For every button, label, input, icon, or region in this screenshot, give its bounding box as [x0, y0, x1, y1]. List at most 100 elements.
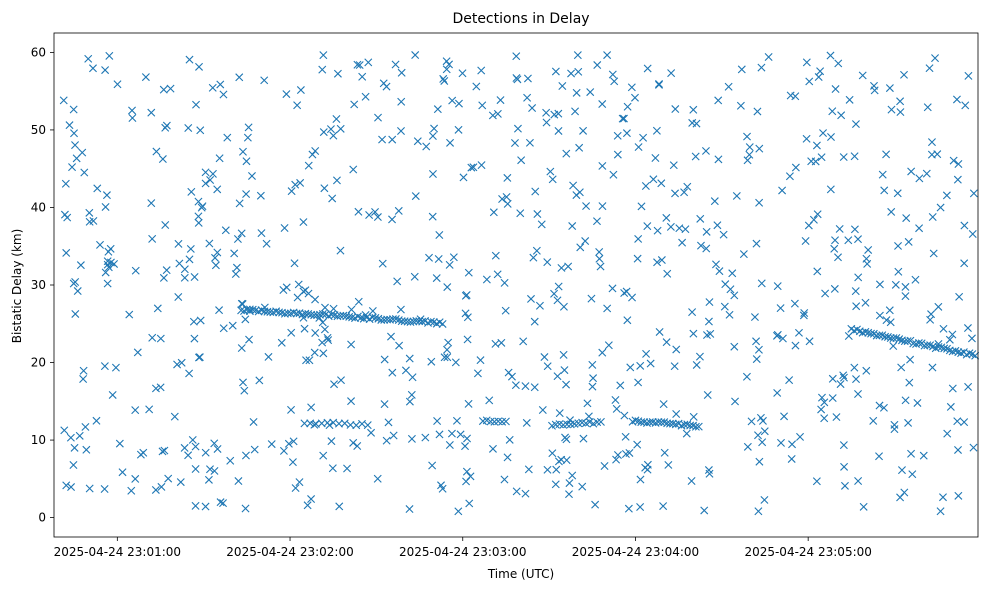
detection-point — [904, 237, 913, 246]
detection-point — [326, 125, 335, 134]
detection-point — [967, 334, 976, 343]
detection-point — [311, 329, 320, 337]
detection-point — [596, 262, 605, 271]
detection-point — [830, 284, 839, 293]
detection-point — [653, 226, 662, 235]
detection-point — [915, 224, 924, 233]
detection-point — [102, 191, 111, 200]
detection-point — [113, 80, 122, 89]
detection-point — [395, 341, 404, 350]
detection-point — [926, 315, 935, 324]
detection-point — [131, 474, 140, 483]
detection-point — [752, 239, 761, 248]
detection-point — [405, 397, 414, 406]
detection-point — [347, 305, 356, 314]
detection-point — [948, 384, 957, 393]
detection-point — [394, 206, 403, 215]
detection-point — [791, 92, 800, 101]
detection-point — [115, 439, 124, 448]
detection-point — [503, 199, 512, 208]
detection-point — [408, 373, 417, 382]
detection-point — [559, 302, 568, 311]
detection-point — [79, 375, 88, 383]
detection-point — [758, 438, 767, 447]
detection-point — [814, 73, 823, 82]
detection-point — [184, 124, 193, 132]
detection-point — [732, 191, 741, 200]
detection-point — [582, 202, 591, 211]
detection-point — [513, 75, 522, 84]
detection-point — [241, 451, 250, 460]
detection-point — [662, 213, 671, 222]
detection-point — [968, 230, 977, 238]
detection-point — [454, 507, 463, 516]
detection-point — [579, 434, 588, 443]
detection-point — [671, 105, 680, 114]
detection-point — [922, 169, 931, 178]
detection-point — [364, 58, 373, 67]
detection-point — [559, 350, 568, 359]
detection-point — [730, 342, 739, 351]
detection-point — [551, 67, 560, 76]
detection-point — [700, 506, 709, 515]
detection-point — [646, 359, 655, 368]
detection-point — [608, 284, 617, 293]
detection-point — [380, 315, 389, 324]
detection-point — [567, 69, 576, 78]
detection-point — [280, 224, 289, 233]
detection-point — [636, 503, 645, 512]
detection-point — [205, 465, 214, 474]
detection-point — [704, 317, 713, 326]
detection-point — [527, 294, 535, 303]
detection-point — [380, 400, 389, 409]
detection-point — [407, 390, 416, 399]
detection-point — [368, 306, 377, 315]
detection-point — [845, 95, 854, 104]
detection-point — [443, 283, 452, 292]
detection-point — [401, 366, 410, 375]
detection-point — [752, 337, 761, 346]
detection-point — [805, 337, 814, 346]
detection-point — [373, 213, 382, 222]
detection-point — [913, 398, 922, 407]
detection-point — [565, 490, 573, 499]
detection-point — [85, 217, 94, 226]
detection-point — [465, 499, 474, 508]
detection-point — [535, 301, 544, 310]
detection-point — [633, 254, 642, 263]
detection-point — [320, 184, 329, 193]
x-tick-label: 2025-04-24 23:03:00 — [399, 545, 526, 559]
detection-point — [80, 168, 89, 177]
detection-point — [711, 260, 720, 269]
detection-point — [194, 212, 203, 221]
detection-point — [619, 114, 628, 123]
detection-point — [550, 289, 559, 298]
detection-point — [598, 161, 607, 170]
detection-point — [557, 263, 566, 272]
detection-point — [828, 107, 837, 116]
detection-point — [242, 305, 251, 314]
detection-point — [185, 55, 194, 64]
detection-point — [519, 337, 528, 346]
detection-point — [388, 368, 397, 377]
detection-point — [854, 477, 863, 485]
detection-point — [755, 457, 764, 466]
detection-point — [213, 248, 222, 257]
detection-point — [928, 213, 937, 221]
detection-point — [725, 310, 734, 319]
detection-point — [572, 191, 581, 200]
x-tick-label: 2025-04-24 23:04:00 — [572, 545, 699, 559]
detection-point — [388, 135, 397, 144]
detection-point — [551, 480, 560, 489]
detection-point — [942, 191, 951, 200]
y-tick-label: 20 — [31, 356, 46, 370]
detection-point — [720, 302, 729, 311]
detection-point — [954, 160, 963, 168]
detection-point — [367, 428, 376, 437]
detection-point — [850, 363, 859, 372]
detection-point — [201, 502, 210, 511]
detection-point — [327, 310, 336, 319]
detection-point — [452, 416, 461, 425]
detection-point — [208, 83, 217, 92]
detection-point — [753, 107, 762, 116]
